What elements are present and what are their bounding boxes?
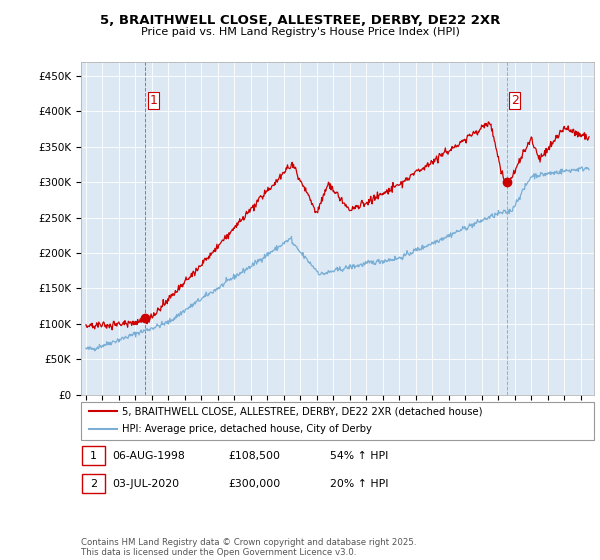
Text: 2: 2 <box>90 479 97 489</box>
Text: 5, BRAITHWELL CLOSE, ALLESTREE, DERBY, DE22 2XR (detached house): 5, BRAITHWELL CLOSE, ALLESTREE, DERBY, D… <box>122 406 482 416</box>
Text: 5, BRAITHWELL CLOSE, ALLESTREE, DERBY, DE22 2XR: 5, BRAITHWELL CLOSE, ALLESTREE, DERBY, D… <box>100 14 500 27</box>
Text: 20% ↑ HPI: 20% ↑ HPI <box>330 479 389 489</box>
Text: 54% ↑ HPI: 54% ↑ HPI <box>330 451 388 461</box>
Text: 1: 1 <box>149 94 157 107</box>
Text: Contains HM Land Registry data © Crown copyright and database right 2025.
This d: Contains HM Land Registry data © Crown c… <box>81 538 416 557</box>
Text: £108,500: £108,500 <box>228 451 280 461</box>
Text: £300,000: £300,000 <box>228 479 280 489</box>
Text: Price paid vs. HM Land Registry's House Price Index (HPI): Price paid vs. HM Land Registry's House … <box>140 27 460 37</box>
Text: HPI: Average price, detached house, City of Derby: HPI: Average price, detached house, City… <box>122 424 372 434</box>
Text: 2: 2 <box>511 94 518 107</box>
Text: 06-AUG-1998: 06-AUG-1998 <box>112 451 185 461</box>
Text: 03-JUL-2020: 03-JUL-2020 <box>112 479 179 489</box>
Text: 1: 1 <box>90 451 97 461</box>
